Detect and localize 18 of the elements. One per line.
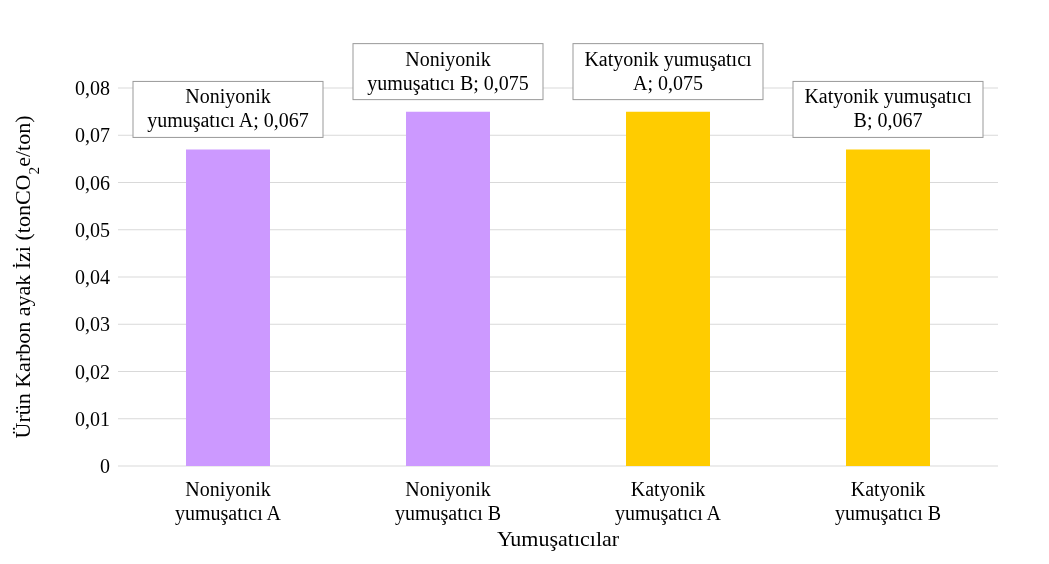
- y-tick-label: 0,05: [75, 218, 110, 241]
- y-tick-label: 0,08: [75, 77, 110, 100]
- x-tick-label: Katyonik yumuşatıcı A: [614, 478, 722, 525]
- x-tick-label: Noniyonik yumuşatıcı A: [174, 478, 282, 525]
- data-label: Katyonik yumuşatıcı B; 0,067: [804, 85, 973, 132]
- data-label: Noniyonik yumuşatıcı B; 0,075: [367, 47, 529, 95]
- data-label: Noniyonik yumuşatıcı A; 0,067: [147, 85, 309, 133]
- x-tick-label: Noniyonik yumuşatıcı B: [394, 478, 502, 525]
- y-tick-label: 0,02: [75, 360, 110, 383]
- y-tick-label: 0,01: [75, 407, 110, 430]
- x-axis-title: Yumuşatıcılar: [496, 526, 620, 551]
- y-tick-label: 0,07: [75, 124, 110, 147]
- x-tick-label: Katyonik yumuşatıcı B: [834, 478, 942, 525]
- y-tick-label: 0,03: [75, 313, 110, 336]
- y-tick-label: 0,06: [75, 171, 110, 194]
- y-tick-label: 0,04: [75, 266, 110, 289]
- y-tick-label: 0: [100, 455, 110, 478]
- data-label: Katyonik yumuşatıcı A; 0,075: [584, 47, 753, 94]
